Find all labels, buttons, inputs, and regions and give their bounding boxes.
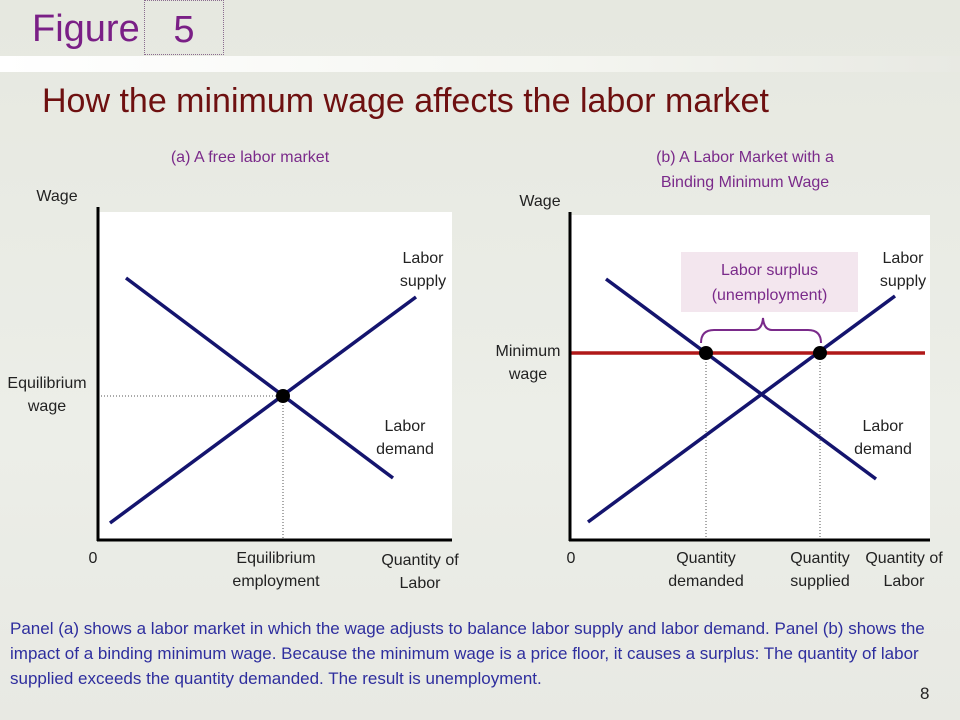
- panel-b-title-line1: (b) A Labor Market with a: [656, 149, 834, 166]
- header-divider: [0, 56, 960, 72]
- panel-b-demand-curve: [604, 277, 878, 481]
- panel-a-plot-area: [98, 212, 452, 540]
- minimum-wage-label: Minimum wage: [495, 343, 561, 383]
- panel-b-origin: 0: [566, 550, 576, 567]
- panel-a-supply-curve: [108, 295, 418, 525]
- equilibrium-wage-label: Equilibrium wage: [7, 375, 87, 415]
- page-number: 8: [920, 684, 930, 703]
- panel-a-demand-label: Labor demand: [376, 418, 434, 458]
- panel-b-supply-curve: [586, 294, 897, 524]
- equilibrium-point: [276, 389, 290, 403]
- panel-a-demand-curve: [124, 276, 395, 480]
- surplus-brace: [700, 317, 822, 344]
- quantity-supplied-label: Quantity supplied: [790, 550, 850, 590]
- panel-b-x-axis-label: Quantity of Labor: [865, 550, 943, 590]
- panel-b-y-axis-label: Wage: [519, 193, 561, 210]
- panel-b-supply-label: Labor supply: [879, 250, 927, 290]
- panel-a-title: (a) A free labor market: [170, 149, 330, 166]
- surplus-label-line2: (unemployment): [711, 287, 828, 304]
- quantity-demanded-label: Quantity demanded: [668, 550, 744, 590]
- figure-number: 5: [144, 0, 224, 55]
- slide-title: How the minimum wage affects the labor m…: [42, 82, 769, 120]
- panel-a-origin: 0: [88, 550, 98, 567]
- panel-a-y-axis-label: Wage: [36, 188, 78, 205]
- quantity-supplied-point: [813, 346, 827, 360]
- panel-a-x-axis-label: Quantity of Labor: [381, 552, 459, 592]
- panel-b-title-line2: Binding Minimum Wage: [660, 174, 830, 191]
- quantity-demanded-point: [699, 346, 713, 360]
- equilibrium-employment-label: Equilibrium employment: [232, 550, 320, 590]
- panel-b-demand-label: Labor demand: [854, 418, 912, 458]
- surplus-box: [681, 252, 858, 312]
- figure-label: Figure: [32, 8, 140, 50]
- panel-a-supply-label: Labor supply: [399, 250, 447, 290]
- surplus-label-line1: Labor surplus: [721, 262, 818, 279]
- caption: Panel (a) shows a labor market in which …: [10, 619, 925, 688]
